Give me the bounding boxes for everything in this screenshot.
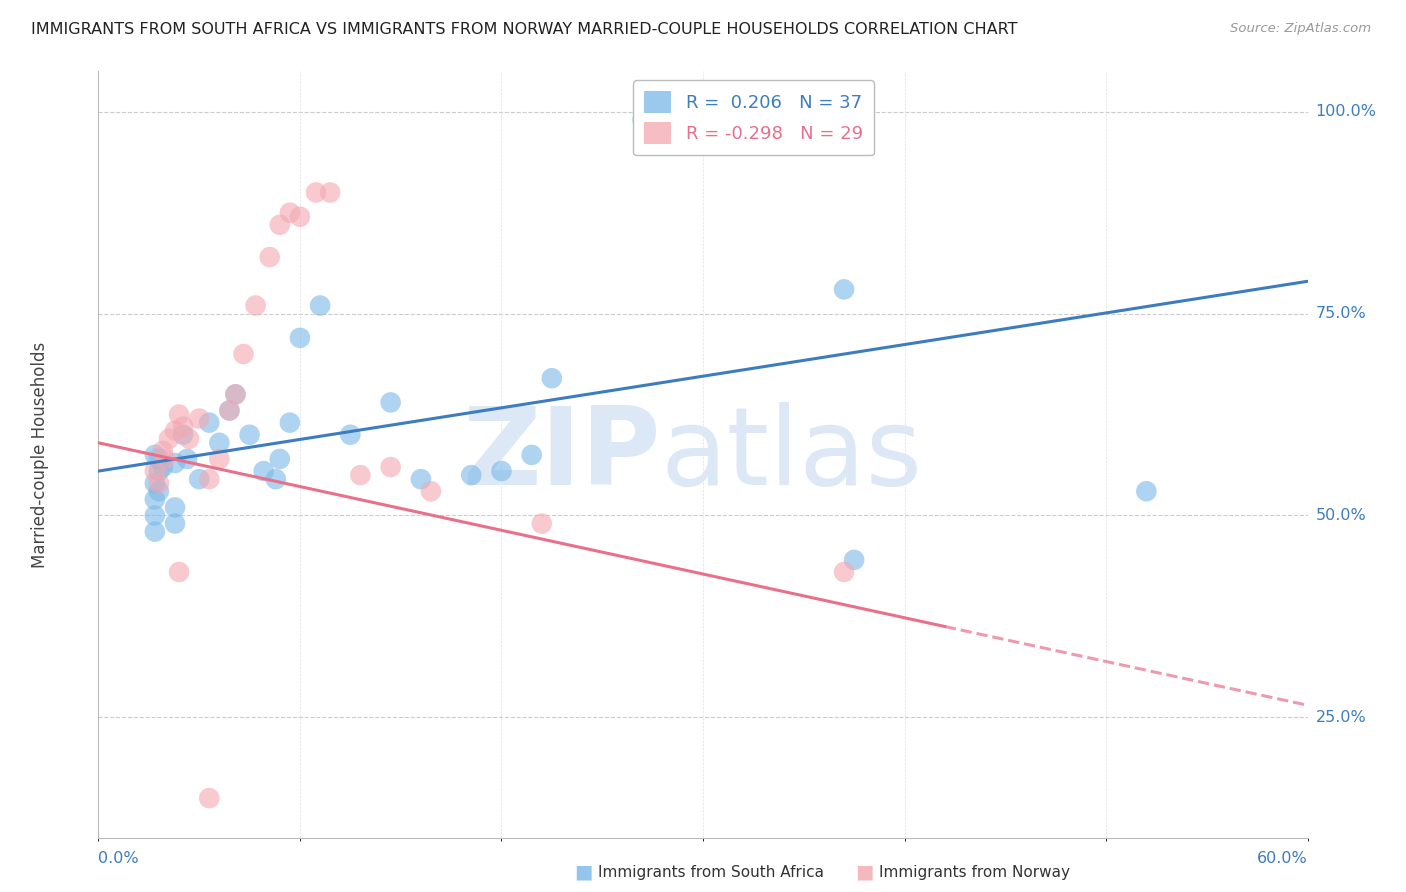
Point: [153, 452, 176, 467]
Point: [245, 299, 267, 313]
Point: [264, 472, 287, 486]
Point: [460, 468, 482, 483]
Point: [520, 448, 543, 462]
Point: [157, 432, 180, 446]
Point: [143, 524, 166, 539]
Point: [179, 432, 201, 446]
Point: [208, 452, 231, 467]
Point: [208, 435, 231, 450]
Point: [143, 464, 166, 478]
Text: Source: ZipAtlas.com: Source: ZipAtlas.com: [1230, 22, 1371, 36]
Point: [540, 371, 562, 385]
Point: [198, 416, 221, 430]
Point: [148, 452, 170, 467]
Point: [148, 484, 170, 499]
Text: 60.0%: 60.0%: [1257, 851, 1308, 865]
Point: [409, 472, 432, 486]
Point: [278, 416, 301, 430]
Point: [349, 468, 371, 483]
Text: 75.0%: 75.0%: [1316, 306, 1367, 321]
Point: [218, 403, 240, 417]
Text: 0.0%: 0.0%: [98, 851, 139, 865]
Point: [198, 472, 221, 486]
Text: 25.0%: 25.0%: [1316, 710, 1367, 725]
Point: [380, 395, 402, 409]
Point: [832, 565, 855, 579]
Point: [143, 492, 166, 507]
Point: [163, 500, 186, 515]
Point: [339, 427, 361, 442]
Text: Immigrants from Norway: Immigrants from Norway: [879, 865, 1070, 880]
Point: [844, 553, 866, 567]
Point: [259, 250, 281, 264]
Text: 100.0%: 100.0%: [1316, 104, 1376, 120]
Text: ZIP: ZIP: [463, 402, 661, 508]
Text: Married-couple Households: Married-couple Households: [31, 342, 49, 568]
Point: [380, 460, 402, 475]
Point: [319, 186, 342, 200]
Point: [163, 516, 186, 531]
Point: [188, 472, 211, 486]
Text: Immigrants from South Africa: Immigrants from South Africa: [598, 865, 824, 880]
Point: [172, 419, 194, 434]
Point: [148, 476, 170, 491]
Point: [288, 331, 311, 345]
Point: [152, 443, 174, 458]
Point: [309, 299, 332, 313]
Point: [152, 460, 174, 475]
Point: [224, 387, 246, 401]
Point: [143, 476, 166, 491]
Point: [167, 565, 190, 579]
Point: [278, 205, 301, 219]
Point: [163, 456, 186, 470]
Text: IMMIGRANTS FROM SOUTH AFRICA VS IMMIGRANTS FROM NORWAY MARRIED-COUPLE HOUSEHOLDS: IMMIGRANTS FROM SOUTH AFRICA VS IMMIGRAN…: [31, 22, 1018, 37]
Point: [143, 448, 166, 462]
Point: [491, 464, 513, 478]
Point: [239, 427, 262, 442]
Point: [148, 464, 170, 478]
Point: [288, 210, 311, 224]
Point: [188, 411, 211, 425]
Point: [420, 484, 443, 499]
Point: [167, 408, 190, 422]
Point: [176, 452, 198, 467]
Point: [163, 424, 186, 438]
Point: [224, 387, 246, 401]
Point: [269, 218, 291, 232]
Text: ■: ■: [855, 863, 875, 882]
Point: [218, 403, 240, 417]
Point: [530, 516, 553, 531]
Legend: R =  0.206   N = 37, R = -0.298   N = 29: R = 0.206 N = 37, R = -0.298 N = 29: [634, 80, 873, 155]
Point: [143, 508, 166, 523]
Point: [832, 282, 855, 296]
Point: [232, 347, 254, 361]
Point: [1135, 484, 1157, 499]
Point: [253, 464, 276, 478]
Point: [305, 186, 328, 200]
Point: [172, 427, 194, 442]
Text: atlas: atlas: [661, 402, 922, 508]
Text: 50.0%: 50.0%: [1316, 508, 1367, 523]
Point: [198, 791, 221, 805]
Text: ■: ■: [574, 863, 593, 882]
Point: [269, 452, 291, 467]
Point: [631, 112, 654, 127]
